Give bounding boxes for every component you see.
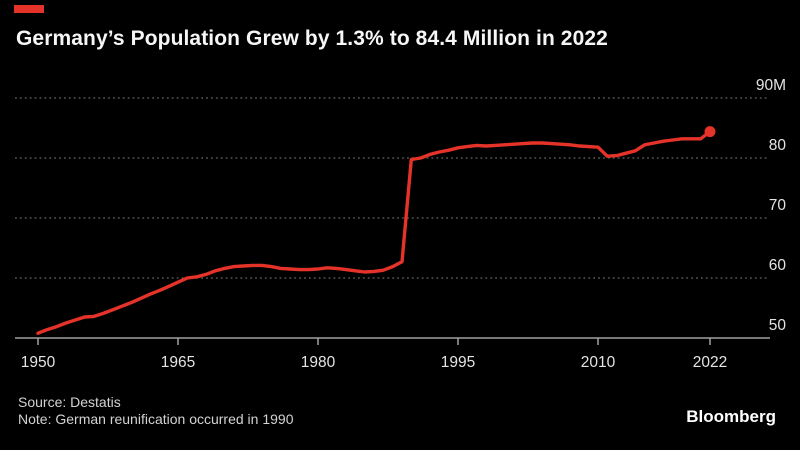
x-tick-label: 2010: [581, 354, 616, 371]
note-line: Note: German reunification occurred in 1…: [18, 411, 294, 427]
population-line: [36, 129, 712, 335]
bloomberg-logo: Bloomberg: [686, 407, 776, 426]
x-tick-label: 1995: [441, 354, 475, 371]
x-tick-label: 2022: [693, 354, 727, 371]
source-line: Source: Destatis: [18, 394, 121, 410]
x-tick-label: 1950: [21, 354, 56, 371]
y-tick-label: 50: [769, 317, 787, 334]
chart-footnotes: Source: Destatis Note: German reunificat…: [18, 394, 293, 428]
y-tick-label: 70: [769, 197, 787, 214]
x-tick-label: 1965: [161, 354, 195, 371]
chart-title: Germany’s Population Grew by 1.3% to 84.…: [16, 27, 608, 50]
latest-value-marker: [704, 126, 716, 138]
y-tick-label: 60: [769, 257, 787, 274]
brand-flag-icon: [14, 5, 44, 13]
y-tick-label: 90M: [756, 77, 786, 94]
x-tick-label: 1980: [301, 354, 336, 371]
y-tick-label: 80: [769, 137, 787, 154]
